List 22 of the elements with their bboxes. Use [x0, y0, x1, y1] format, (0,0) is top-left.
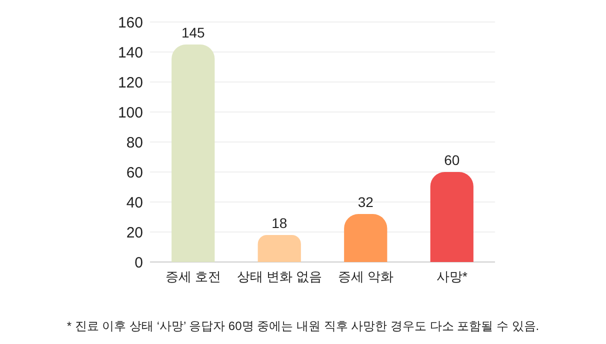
data-label: 60	[444, 152, 460, 168]
data-label: 32	[358, 194, 374, 210]
data-label: 145	[181, 24, 206, 40]
y-tick-label: 160	[118, 14, 143, 32]
y-tick-label: 120	[118, 74, 143, 92]
bar	[172, 44, 215, 262]
x-tick-label: 사망*	[436, 269, 468, 284]
y-tick-label: 60	[126, 164, 143, 182]
data-label: 18	[272, 215, 288, 231]
bar	[344, 214, 388, 262]
bar	[258, 235, 301, 262]
x-tick-label: 상태 변화 없음	[236, 269, 322, 284]
x-tick-label: 증세 악화	[338, 269, 394, 284]
y-tick-label: 140	[118, 44, 143, 62]
y-tick-label: 40	[126, 194, 143, 212]
y-tick-label: 0	[134, 254, 143, 272]
y-tick-label: 80	[126, 134, 143, 152]
x-tick-label: 증세 호전	[165, 269, 221, 284]
y-tick-label: 20	[126, 224, 143, 242]
y-tick-label: 100	[118, 104, 143, 122]
bar	[430, 172, 474, 262]
text: * 진료 이후 상태 ‘사망’ 응답자 60명 중에는 내원 직후 사망한 경우도 다소 포함될 수 있음.	[66, 319, 540, 333]
